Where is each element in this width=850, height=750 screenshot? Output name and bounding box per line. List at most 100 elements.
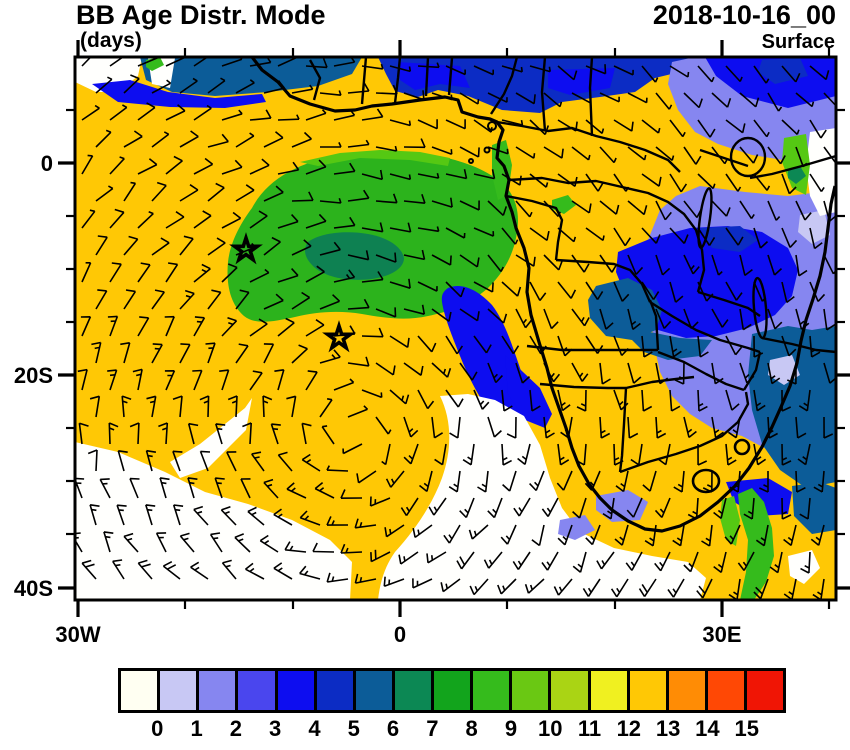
wind-barb xyxy=(641,227,661,244)
eswatini-border xyxy=(733,438,751,456)
wind-barb xyxy=(613,173,630,192)
colorbar-label-11: 11 xyxy=(577,716,602,741)
border-16 xyxy=(539,382,626,390)
wind-barb xyxy=(354,518,377,529)
wind-barb xyxy=(799,497,811,520)
colorbar-cell-16 xyxy=(747,671,784,710)
wind-barb xyxy=(190,561,209,580)
wind-barb xyxy=(557,65,578,81)
colorbar-label-2: 2 xyxy=(229,716,242,741)
wind-barb xyxy=(613,335,629,357)
wind-barb xyxy=(673,470,685,493)
wind-barb xyxy=(347,298,370,310)
wind-barb xyxy=(164,315,175,337)
y-axis-label-0: 0 xyxy=(41,151,53,176)
wind-barb xyxy=(301,422,312,445)
wind-barb xyxy=(529,470,545,492)
star-marker-0 xyxy=(229,232,263,265)
colorbar-label-1: 1 xyxy=(190,716,203,741)
wind-barb xyxy=(813,470,825,493)
wind-barb xyxy=(235,289,250,310)
wind-barb xyxy=(767,92,783,112)
wind-barb xyxy=(443,524,461,544)
wind-barb xyxy=(669,227,689,244)
y-axis-label-40S: 40S xyxy=(14,576,53,601)
map-frame xyxy=(73,55,838,602)
wind-barb xyxy=(638,578,657,598)
wind-barb xyxy=(625,551,643,571)
wind-barb xyxy=(301,453,321,472)
wind-barb xyxy=(263,185,284,202)
wind-barb xyxy=(541,551,559,571)
wind-barb xyxy=(585,227,605,242)
wind-barb xyxy=(627,200,648,216)
wind-barb xyxy=(515,200,533,218)
wind-barb xyxy=(560,416,573,439)
wind-barb xyxy=(81,209,96,229)
wind-barb xyxy=(81,104,100,121)
wind-barb xyxy=(187,477,198,499)
wind-barb xyxy=(582,578,601,597)
region-white-south-center xyxy=(378,394,706,600)
colorbar-cell-12 xyxy=(590,671,630,710)
wind-barb xyxy=(753,119,770,138)
wind-barb xyxy=(473,389,490,410)
wind-barb xyxy=(121,395,132,418)
wind-barb xyxy=(99,478,111,499)
wind-barb xyxy=(319,90,342,96)
wind-barb xyxy=(146,395,157,418)
wind-barb xyxy=(781,281,795,304)
wind-barb xyxy=(524,578,545,594)
wind-barb xyxy=(602,497,615,520)
wind-barb xyxy=(501,65,523,73)
wind-barb xyxy=(669,173,688,193)
colorbar-label-8: 8 xyxy=(465,716,478,741)
wind-barb xyxy=(473,65,494,76)
wind-barb xyxy=(333,378,355,391)
wind-barb xyxy=(431,362,452,378)
wind-barb xyxy=(112,559,125,580)
colorbar-label-5: 5 xyxy=(347,716,360,741)
wind-barb xyxy=(711,308,729,328)
border-2 xyxy=(447,57,454,96)
colorbar-cell-2 xyxy=(199,671,239,710)
wind-barb xyxy=(459,146,480,158)
wind-barb xyxy=(305,213,327,229)
wind-barb xyxy=(725,227,744,246)
wind-barb xyxy=(753,227,769,249)
wind-barb xyxy=(469,578,489,596)
wind-barb xyxy=(798,389,811,412)
wind-barb xyxy=(137,262,151,283)
wind-barb xyxy=(800,551,811,574)
wind-barb xyxy=(109,208,125,229)
wind-barb xyxy=(179,343,191,364)
colorbar-cell-15 xyxy=(707,671,747,710)
wind-barb xyxy=(354,573,377,584)
wind-barb xyxy=(696,578,713,599)
wind-barb xyxy=(151,79,172,94)
wind-barb xyxy=(809,335,821,358)
wind-barb xyxy=(697,65,715,83)
wind-barb xyxy=(249,210,268,229)
wind-barb xyxy=(571,200,592,214)
wind-barb xyxy=(193,104,212,121)
wind-barb xyxy=(468,524,489,540)
wind-barb xyxy=(403,416,419,438)
wind-barb xyxy=(823,308,836,331)
wind-barb xyxy=(543,254,563,271)
wind-barb xyxy=(783,524,797,547)
wind-barb xyxy=(227,395,238,418)
wind-barb xyxy=(440,578,461,593)
wind-barb xyxy=(655,308,672,329)
plot-title: BB Age Distr. Mode xyxy=(76,0,326,30)
wind-barb xyxy=(543,200,561,217)
wind-barb xyxy=(557,119,578,132)
wind-barb xyxy=(403,193,426,204)
wind-barb xyxy=(823,254,836,275)
map-border xyxy=(73,55,838,602)
region-se-steel-corner xyxy=(792,482,836,534)
colorbar-label-4: 4 xyxy=(308,716,321,741)
wind-barb xyxy=(767,308,783,330)
wind-barb xyxy=(571,146,591,161)
wind-barb xyxy=(462,443,475,466)
